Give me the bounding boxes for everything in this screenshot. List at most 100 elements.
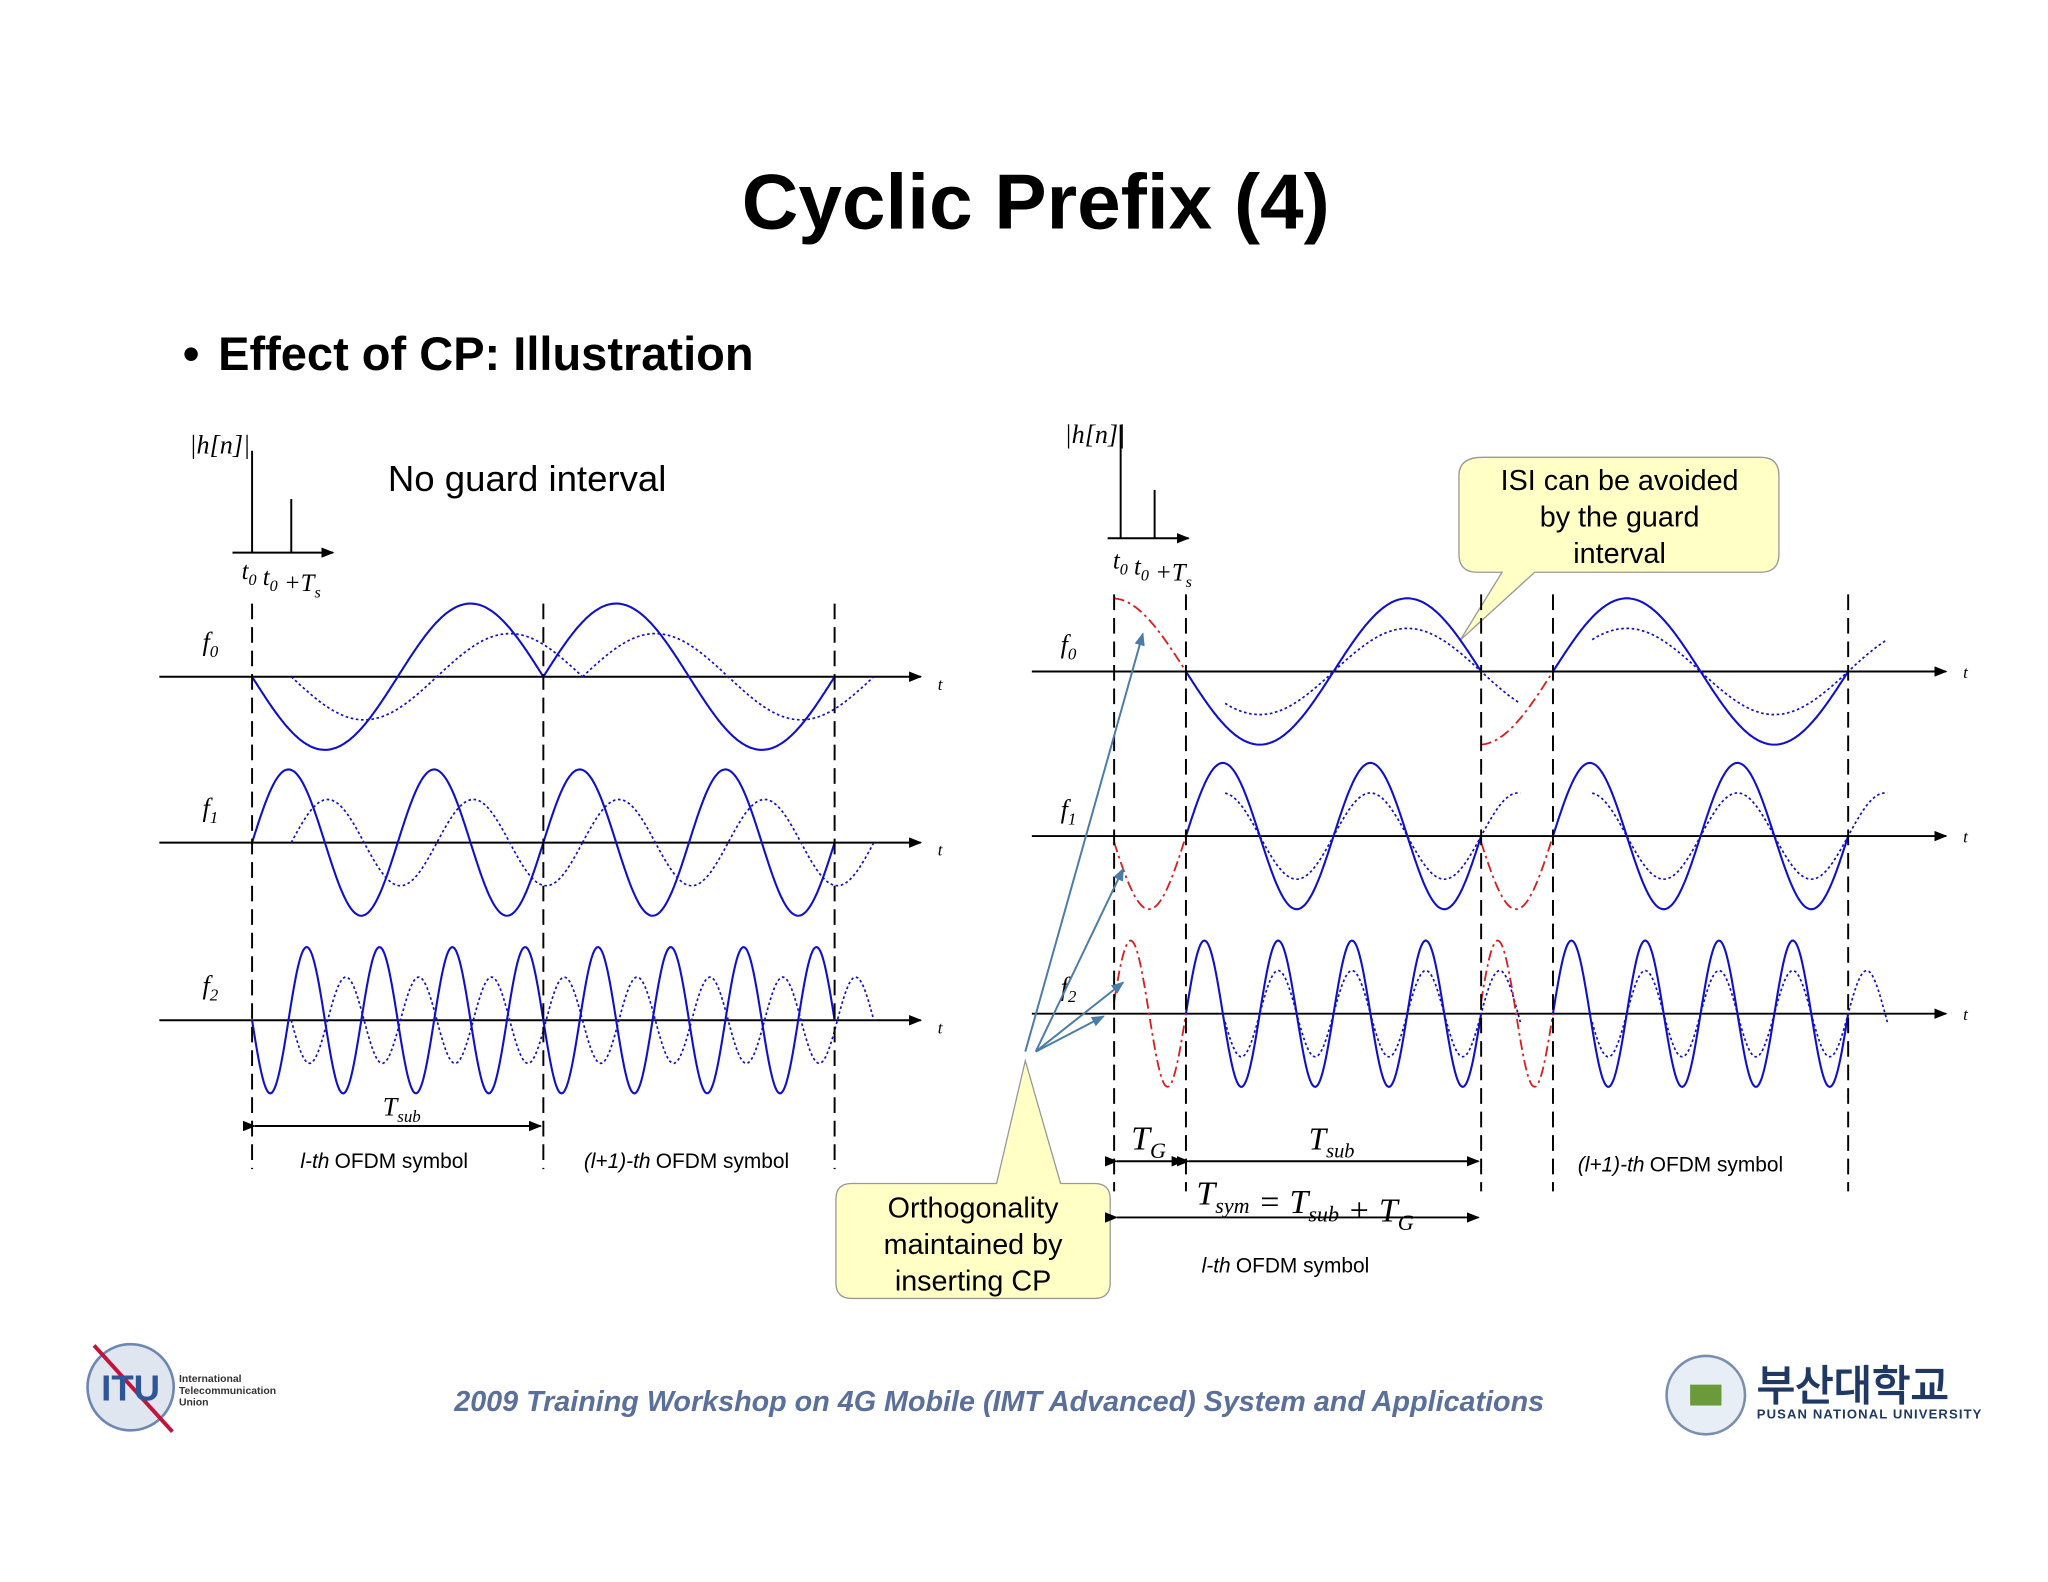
period-label: Tsub [1309, 1122, 1355, 1163]
symbol-index: (l+1)-th [1578, 1154, 1645, 1177]
freq-label-sub: 0 [1068, 645, 1077, 664]
symbol-index: l-th [1202, 1254, 1231, 1277]
delay-label: t0 t0 +Ts [242, 558, 321, 602]
equation-base: + T [1347, 1192, 1399, 1229]
subcarrier-delayed [581, 632, 875, 721]
delay-label-base: +T [284, 570, 317, 597]
freq-label-sub: 2 [1068, 987, 1077, 1006]
freq-label-sub: 0 [210, 642, 219, 661]
callout-isi: interval [1573, 538, 1666, 570]
itu-mark: ITU [101, 1367, 160, 1408]
delay-label-base: t [1134, 554, 1142, 581]
subcarrier [251, 602, 545, 751]
freq-label: f1 [1061, 795, 1077, 829]
title: Cyclic Prefix (4) [742, 158, 1330, 246]
equation-base: T [1196, 1175, 1217, 1212]
symbol-word: OFDM symbol [656, 1150, 789, 1173]
period-label-base: T [1309, 1122, 1329, 1157]
itu-name: Union [179, 1398, 209, 1409]
pointer-arrow [1035, 1015, 1105, 1053]
delay-label-base: t [263, 564, 271, 591]
time-label: t [1963, 1005, 1969, 1024]
callout-isi: ISI can be avoided [1501, 465, 1739, 497]
freq-label-base: f [1061, 630, 1072, 659]
freq-label: f1 [202, 793, 218, 827]
symbol-index: (l+1)-th [584, 1150, 651, 1173]
symbol-index: l-th [300, 1150, 329, 1173]
delay-label: t0 t0 +Ts [1113, 547, 1192, 591]
cyclic-prefix [1481, 671, 1554, 746]
guard-label: TG [1131, 1121, 1166, 1163]
caption: No guard interval [388, 458, 666, 499]
pointer-arrow [1024, 632, 1145, 1052]
freq-label: f0 [1061, 630, 1077, 664]
university-en: PUSAN NATIONAL UNIVERSITY [1757, 1407, 1982, 1422]
callout-cp-box [835, 1058, 1111, 1300]
cyclic-prefix [1114, 597, 1187, 672]
subcarrier [542, 602, 836, 751]
time-label: t [1963, 828, 1969, 847]
callout-cp: maintained by [884, 1229, 1063, 1261]
time-label: t [938, 675, 944, 694]
bullet: Effect of CP: Illustration [218, 327, 753, 380]
subcarrier-delayed [290, 632, 584, 721]
period-label-sub: sub [1326, 1140, 1354, 1162]
delay-label-base: t [1113, 547, 1121, 574]
symbol-label: (l+1)-th OFDM symbol [1578, 1154, 1783, 1177]
freq-label-sub: 1 [210, 808, 218, 827]
delay-label-sub: s [1186, 574, 1192, 591]
period-label: Tsub [383, 1093, 421, 1127]
freq-label-base: f [202, 628, 213, 657]
guard-label-base: T [1131, 1121, 1152, 1158]
callout-cp: Orthogonality [888, 1192, 1059, 1224]
pointer-arrow [1034, 867, 1125, 1052]
subcarrier-delayed [1224, 969, 1522, 1058]
symbol-label: l-th OFDM symbol [1202, 1254, 1370, 1277]
subcarrier [251, 945, 545, 1095]
period-label-sub: sub [397, 1107, 421, 1126]
channel-label: |h[n]| [189, 430, 250, 459]
subcarrier [1184, 939, 1483, 1088]
freq-label-sub: 2 [210, 986, 219, 1005]
equation-sub: sym [1215, 1193, 1249, 1218]
delay-label-sub: s [314, 584, 320, 601]
freq-label: f0 [202, 628, 218, 662]
freq-label-base: f [202, 793, 213, 822]
freq-label-base: f [202, 971, 213, 1000]
subcarrier-delayed [1591, 969, 1889, 1058]
guard-label-sub: G [1150, 1138, 1166, 1163]
itu-logo-stroke [92, 1344, 174, 1433]
itu-name: International [179, 1374, 242, 1385]
cyclic-prefix [1480, 835, 1554, 911]
delay-label-sub: 0 [270, 578, 278, 595]
period-label-base: T [383, 1093, 400, 1122]
cyclic-prefix [1480, 939, 1554, 1088]
time-label: t [938, 1018, 944, 1037]
subcarrier-delayed [581, 976, 875, 1065]
delay-label-sub: 0 [1141, 568, 1149, 585]
pnu-emblem-center [1690, 1384, 1722, 1406]
itu-name: Telecommunication [179, 1386, 276, 1397]
delay-label-sub: 0 [249, 572, 257, 589]
cyclic-prefix [1113, 835, 1187, 911]
freq-label-base: f [1061, 795, 1072, 824]
freq-label: f2 [202, 971, 218, 1005]
bullet-dot: • [183, 327, 199, 380]
symbol-word: OFDM symbol [335, 1150, 468, 1173]
callout-isi: by the guard [1540, 502, 1700, 534]
symbol-label: l-th OFDM symbol [300, 1150, 468, 1173]
equation-sub: sub [1308, 1201, 1339, 1226]
subcarrier-delayed [1591, 627, 1888, 716]
equation: Tsym = Tsub + TG [1196, 1175, 1413, 1234]
subcarrier [1185, 597, 1483, 746]
delay-label-sub: 0 [1120, 562, 1128, 579]
subcarrier-delayed [290, 976, 584, 1065]
subcarrier-delayed [1224, 627, 1521, 716]
subcarrier [1552, 597, 1850, 746]
delay-label-base: t [242, 558, 250, 585]
pointer-arrow [1035, 981, 1125, 1053]
subcarrier-delayed [1224, 792, 1521, 881]
freq-label-sub: 1 [1068, 809, 1076, 828]
callout-isi-box [1458, 456, 1780, 641]
